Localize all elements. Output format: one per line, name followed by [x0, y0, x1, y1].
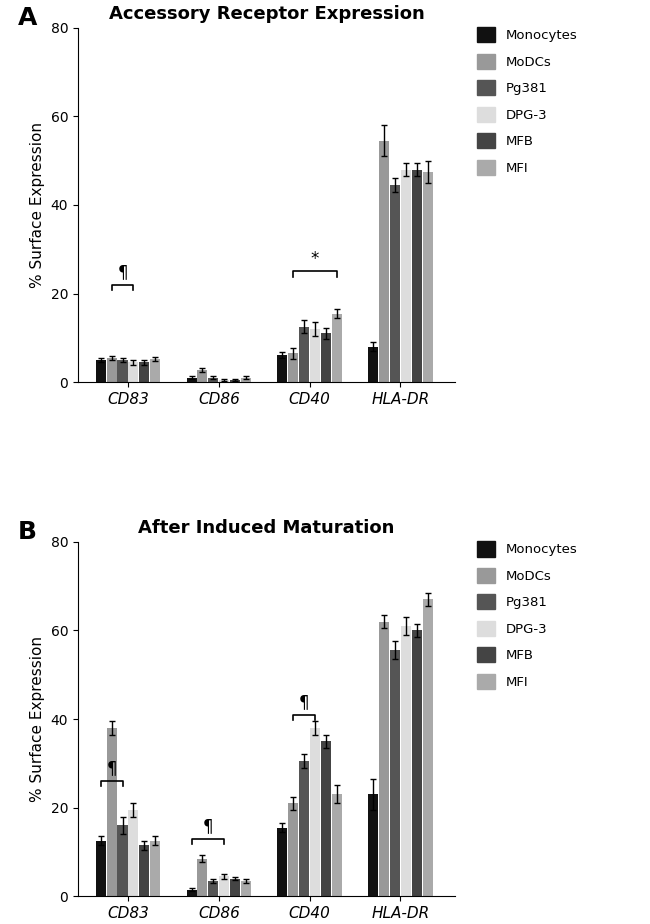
Bar [198, 370, 207, 383]
Bar [107, 728, 116, 896]
Bar [139, 845, 150, 896]
Bar [209, 378, 218, 383]
Bar [139, 362, 150, 383]
Bar [150, 359, 161, 383]
Bar [310, 329, 320, 383]
Bar [401, 626, 411, 896]
Text: A: A [18, 6, 37, 30]
Bar [412, 169, 422, 383]
Y-axis label: % Surface Expression: % Surface Expression [30, 122, 45, 288]
Bar [299, 761, 309, 896]
Bar [390, 650, 400, 896]
Text: B: B [18, 520, 36, 544]
Bar [390, 185, 400, 383]
Bar [412, 630, 422, 896]
Bar [332, 313, 342, 383]
Bar [241, 378, 251, 383]
Bar [230, 879, 240, 896]
Title: Accessory Receptor Expression: Accessory Receptor Expression [109, 6, 424, 23]
Bar [379, 140, 389, 383]
Bar [129, 809, 138, 896]
Bar [369, 346, 378, 383]
Bar [129, 362, 138, 383]
Text: ¶: ¶ [117, 263, 128, 281]
Bar [118, 360, 127, 383]
Bar [310, 728, 320, 896]
Bar [278, 828, 287, 896]
Bar [187, 378, 196, 383]
Legend: Monocytes, MoDCs, Pg381, DPG-3, MFB, MFI: Monocytes, MoDCs, Pg381, DPG-3, MFB, MFI [476, 541, 577, 688]
Bar [369, 795, 378, 896]
Legend: Monocytes, MoDCs, Pg381, DPG-3, MFB, MFI: Monocytes, MoDCs, Pg381, DPG-3, MFB, MFI [476, 27, 577, 175]
Bar [422, 172, 433, 383]
Bar [379, 622, 389, 896]
Bar [230, 380, 240, 383]
Y-axis label: % Surface Expression: % Surface Expression [30, 636, 45, 802]
Bar [209, 881, 218, 896]
Text: *: * [311, 249, 319, 268]
Bar [150, 841, 161, 896]
Bar [219, 876, 229, 896]
Bar [332, 795, 342, 896]
Bar [219, 380, 229, 383]
Bar [401, 169, 411, 383]
Text: ¶: ¶ [107, 760, 117, 777]
Title: After Induced Maturation: After Induced Maturation [138, 519, 395, 538]
Text: ¶: ¶ [203, 817, 213, 835]
Bar [118, 825, 127, 896]
Bar [278, 355, 287, 383]
Bar [299, 327, 309, 383]
Bar [107, 358, 116, 383]
Bar [321, 334, 331, 383]
Bar [321, 741, 331, 896]
Text: ¶: ¶ [299, 693, 309, 711]
Bar [187, 890, 196, 896]
Bar [422, 600, 433, 896]
Bar [96, 360, 106, 383]
Bar [96, 841, 106, 896]
Bar [241, 881, 251, 896]
Bar [289, 353, 298, 383]
Bar [198, 858, 207, 896]
Bar [289, 803, 298, 896]
